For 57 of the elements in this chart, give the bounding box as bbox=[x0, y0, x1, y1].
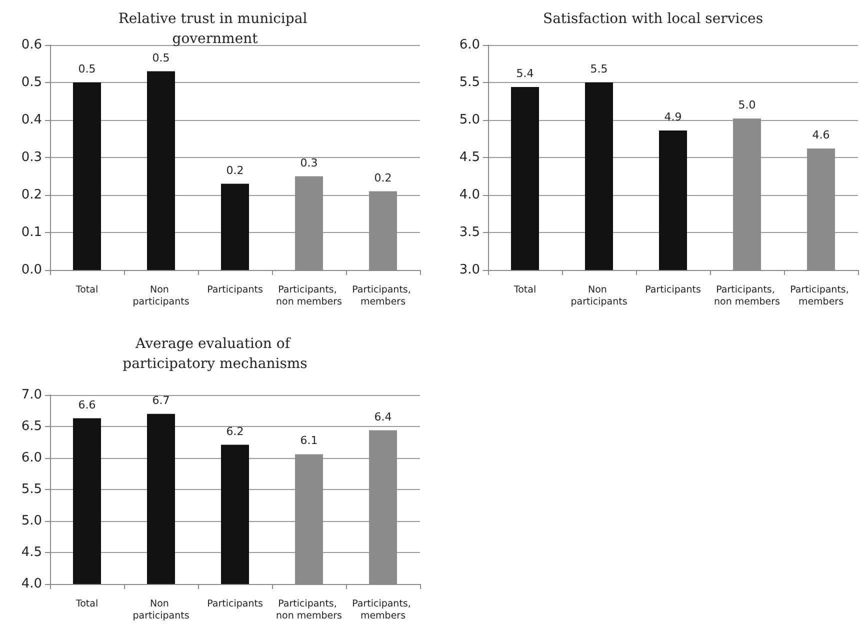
bar bbox=[147, 71, 175, 270]
x-tick-label: Participants, non members bbox=[276, 284, 342, 308]
data-label: 4.6 bbox=[812, 128, 830, 142]
data-label: 5.4 bbox=[516, 67, 534, 80]
chart-title: Relative trust in municipal government bbox=[118, 11, 312, 47]
data-label: 0.2 bbox=[226, 164, 244, 177]
data-label: 6.6 bbox=[78, 398, 96, 412]
y-tick-label: 6.0 bbox=[459, 38, 480, 52]
y-tick-label: 5.0 bbox=[21, 514, 42, 528]
y-tick-label: 6.5 bbox=[21, 419, 42, 434]
data-label: 0.2 bbox=[374, 171, 392, 184]
y-tick-label: 0.0 bbox=[21, 262, 42, 278]
data-label: 0.5 bbox=[78, 62, 96, 76]
x-tick-label: Participants, non members bbox=[276, 598, 342, 622]
y-tick-label: 5.5 bbox=[21, 482, 42, 497]
chart-title: Average evaluation of participatory mechanisms bbox=[122, 336, 308, 372]
data-label: 6.4 bbox=[374, 410, 392, 424]
x-tick-label: Participants bbox=[207, 598, 263, 610]
x-tick-label: Total bbox=[74, 598, 98, 610]
chart-title: Satisfaction with local services bbox=[542, 11, 764, 27]
y-tick-label: 0.4 bbox=[21, 112, 42, 128]
x-tick-label: Participants, members bbox=[790, 284, 852, 308]
data-label: 0.3 bbox=[300, 156, 318, 170]
x-tick-label: Non participants bbox=[132, 598, 190, 622]
y-tick-label: 4.5 bbox=[21, 545, 42, 560]
x-tick-label: Participants, members bbox=[352, 284, 414, 308]
x-tick-label: Participants, non members bbox=[714, 284, 780, 308]
y-tick-label: 4.0 bbox=[21, 576, 42, 592]
y-tick-label: 3.5 bbox=[459, 225, 480, 240]
data-label: 5.0 bbox=[738, 98, 756, 112]
y-tick-label: 0.3 bbox=[21, 150, 42, 165]
y-tick-label: 7.0 bbox=[21, 388, 42, 402]
data-label: 4.9 bbox=[664, 110, 682, 124]
x-tick-label: Participants, members bbox=[352, 598, 414, 622]
x-tick-label: Total bbox=[512, 284, 536, 296]
y-tick-label: 4.5 bbox=[459, 150, 480, 165]
x-tick-label: Participants bbox=[207, 284, 263, 296]
y-tick-label: 4.0 bbox=[459, 188, 480, 202]
y-tick-label: 5.0 bbox=[459, 112, 480, 128]
y-tick-label: 3.0 bbox=[459, 262, 480, 278]
data-label: 6.7 bbox=[152, 394, 170, 407]
x-tick-label: Non participants bbox=[570, 284, 628, 308]
bar bbox=[73, 82, 101, 270]
x-tick-label: Participants bbox=[645, 284, 701, 296]
y-tick-label: 5.5 bbox=[459, 75, 480, 90]
data-label: 5.5 bbox=[590, 62, 608, 76]
y-tick-label: 0.5 bbox=[21, 75, 42, 90]
y-tick-label: 0.2 bbox=[21, 188, 42, 202]
data-label: 0.5 bbox=[152, 51, 170, 64]
data-label: 6.1 bbox=[300, 434, 318, 448]
x-tick-label: Non participants bbox=[132, 284, 190, 308]
y-tick-label: 0.6 bbox=[21, 38, 42, 52]
y-tick-label: 6.0 bbox=[21, 450, 42, 466]
data-label: 6.2 bbox=[226, 424, 244, 438]
y-tick-label: 0.1 bbox=[21, 225, 42, 240]
bar bbox=[221, 184, 249, 270]
x-tick-label: Total bbox=[74, 284, 98, 296]
